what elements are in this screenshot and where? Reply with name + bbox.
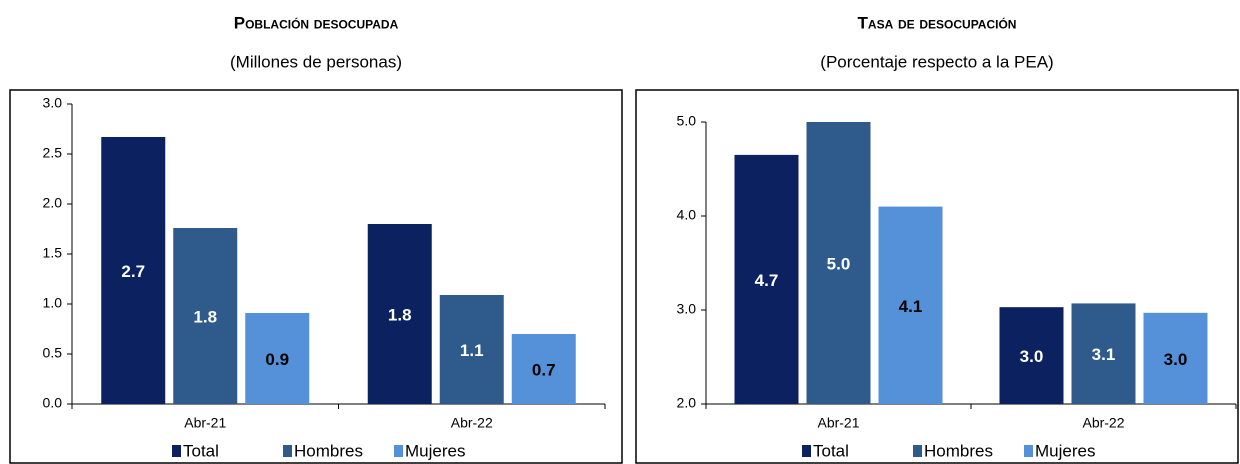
chart-title: Tasa de desocupación [858,13,1017,32]
bar [101,137,166,404]
legend-label: Hombres [924,441,993,460]
value-label: 3.0 [1164,350,1188,369]
value-label: 4.7 [755,271,779,290]
legend-label: Total [813,441,849,460]
x-tick-label: Abr-22 [451,415,493,431]
x-tick-label: Abr-21 [184,415,226,431]
bar [245,313,310,404]
y-tick-label: 1.0 [43,295,63,311]
legend-label: Total [183,441,219,460]
chart-subtitle: (Millones de personas) [230,52,402,71]
y-tick-label: 2.0 [677,395,697,411]
y-tick-label: 4.0 [677,207,697,223]
legend-label: Hombres [294,441,363,460]
y-tick-label: 3.0 [43,95,63,111]
bar [439,295,504,404]
bar [878,206,943,404]
bar [999,307,1064,404]
legend-swatch [394,445,403,457]
bar [367,224,432,404]
value-label: 2.7 [121,262,145,281]
bar [1143,312,1208,404]
frame [635,89,1239,464]
frame [9,89,623,464]
value-label: 0.7 [532,360,556,379]
value-label: 3.1 [1092,345,1116,364]
legend-swatch [802,445,811,457]
bar [806,122,871,404]
y-tick-label: 1.5 [43,245,63,261]
bar [511,334,576,404]
x-tick-label: Abr-22 [1082,415,1124,431]
legend-swatch [283,445,292,457]
chart-title: Población desocupada [234,13,399,32]
value-label: 1.8 [388,305,412,324]
y-tick-label: 0.5 [43,345,63,361]
legend-label: Mujeres [1035,441,1095,460]
value-label: 5.0 [827,254,851,273]
value-label: 3.0 [1020,347,1044,366]
bar [734,154,799,404]
y-tick-label: 5.0 [677,113,697,129]
value-label: 1.1 [460,341,484,360]
y-tick-label: 2.0 [43,195,63,211]
bar [1071,303,1136,404]
legend-label: Mujeres [405,441,465,460]
x-tick-label: Abr-21 [817,415,859,431]
y-tick-label: 3.0 [677,301,697,317]
legend-swatch [1024,445,1033,457]
value-label: 1.8 [193,307,217,326]
value-label: 0.9 [265,350,289,369]
bar [173,228,238,404]
legend-swatch [172,445,181,457]
y-tick-label: 0.0 [43,395,63,411]
chart-subtitle: (Porcentaje respecto a la PEA) [820,52,1053,71]
y-tick-label: 2.5 [43,145,63,161]
legend-swatch [913,445,922,457]
value-label: 4.1 [899,297,923,316]
